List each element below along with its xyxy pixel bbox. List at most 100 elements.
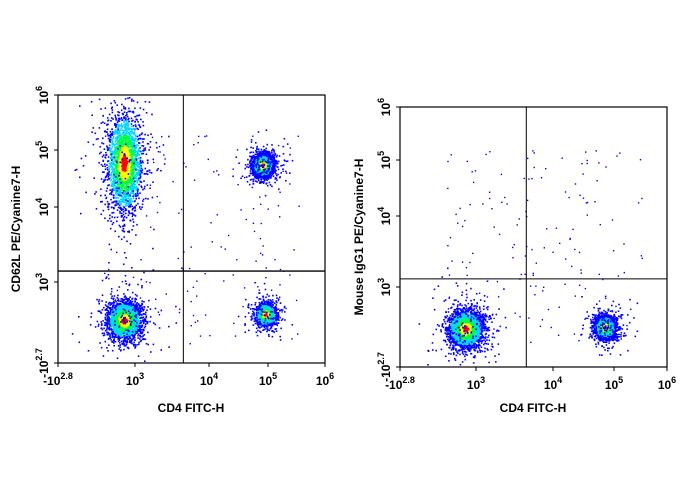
event-dot (124, 107, 127, 109)
event-dot (115, 140, 117, 142)
event-dot (136, 187, 139, 189)
event-dot (116, 152, 118, 154)
event-dot (114, 330, 116, 332)
event-dot (89, 324, 92, 326)
event-dot (137, 194, 139, 197)
event-dot (126, 321, 128, 323)
event-dot (111, 324, 114, 326)
event-dot (87, 141, 90, 143)
event-dot (143, 173, 146, 175)
event-dot (139, 171, 141, 174)
event-dot (135, 298, 138, 301)
event-dot (118, 338, 120, 341)
event-dot (107, 310, 110, 312)
event-dot (118, 131, 121, 134)
event-dot (138, 343, 140, 346)
event-dot (120, 123, 123, 125)
event-dot (118, 318, 120, 320)
event-dot (106, 169, 109, 171)
event-dot (109, 307, 112, 310)
event-dot (125, 302, 127, 304)
event-dot (123, 168, 126, 171)
event-dot (114, 176, 117, 178)
event-dot (111, 312, 114, 315)
event-dot (119, 175, 121, 178)
event-dot (117, 192, 119, 195)
event-dot (112, 317, 115, 319)
event-dot (100, 151, 102, 154)
event-dot (129, 188, 131, 190)
event-dot (112, 201, 114, 204)
event-dot (123, 127, 126, 129)
event-dot (128, 211, 130, 214)
event-dot (119, 322, 122, 324)
event-dot (119, 136, 121, 139)
event-dot (111, 171, 114, 173)
event-dot (132, 197, 135, 199)
event-dot (123, 252, 126, 254)
event-dot (113, 144, 116, 147)
event-dot (125, 212, 127, 215)
event-dot (141, 338, 144, 341)
event-dot (128, 170, 131, 173)
event-dot (120, 175, 123, 177)
event-dot (130, 145, 133, 148)
event-dot (119, 130, 121, 132)
event-dot (156, 169, 158, 172)
event-dot (105, 319, 108, 321)
event-dot (116, 126, 118, 129)
event-dot (119, 300, 122, 303)
event-dot (111, 201, 113, 204)
event-dot (106, 145, 108, 147)
event-dot (146, 322, 149, 325)
event-dot (112, 194, 115, 196)
event-dot (126, 339, 128, 342)
event-dot (117, 178, 119, 181)
event-dot (136, 295, 138, 297)
event-dot (117, 306, 120, 308)
event-dot (130, 340, 133, 342)
event-dot (135, 118, 138, 121)
event-dot (131, 188, 133, 190)
event-dot (136, 172, 138, 175)
event-dot (106, 318, 109, 321)
event-dot (139, 310, 142, 312)
event-dot (141, 186, 143, 189)
event-dot (123, 324, 126, 327)
event-dot (131, 329, 134, 332)
event-dot (134, 343, 136, 346)
event-dot (118, 182, 121, 184)
event-dot (90, 312, 93, 315)
event-dot (127, 152, 129, 154)
event-dot (123, 337, 126, 339)
event-dot (122, 342, 125, 344)
event-dot (109, 173, 111, 176)
event-dot (121, 327, 124, 329)
event-dot (107, 350, 109, 352)
event-dot (111, 331, 114, 333)
event-dot (120, 238, 123, 241)
event-dot (117, 128, 120, 131)
event-dot (125, 332, 128, 335)
event-dot (151, 113, 153, 116)
event-dot (128, 159, 131, 161)
event-dot (131, 139, 133, 141)
event-dot (130, 132, 133, 135)
event-dot (124, 208, 127, 210)
event-dot (115, 314, 118, 316)
event-dot (120, 142, 123, 145)
event-dot (124, 330, 126, 332)
event-dot (127, 190, 130, 192)
event-dot (132, 158, 134, 160)
event-dot (131, 300, 134, 303)
event-dot (134, 209, 137, 212)
event-dot (79, 176, 81, 179)
event-dot (125, 209, 128, 211)
event-dot (105, 154, 108, 156)
event-dot (139, 334, 141, 337)
event-dot (106, 117, 109, 119)
event-dot (123, 343, 125, 346)
event-dot (135, 173, 138, 175)
event-dot (115, 125, 117, 128)
event-dot (102, 160, 104, 162)
